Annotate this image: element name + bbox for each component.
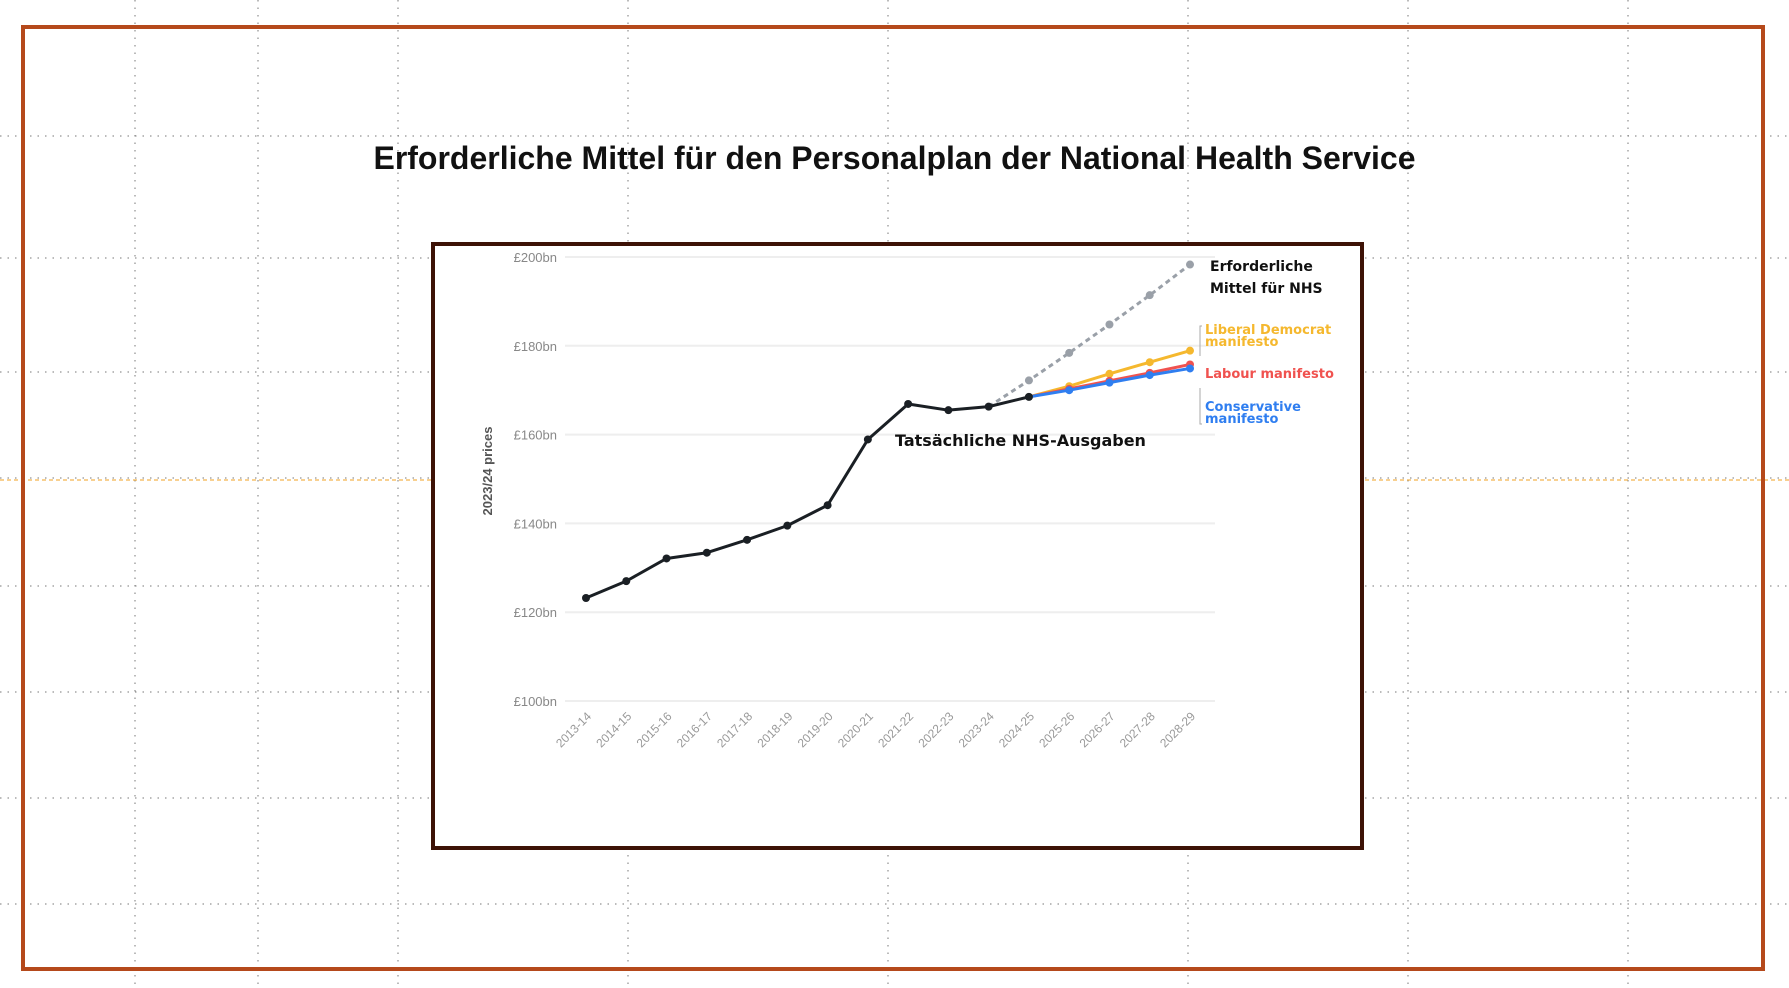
data-point-conservative xyxy=(1105,378,1114,387)
x-tick-label: 2013-14 xyxy=(553,709,594,750)
x-tick-label: 2023-24 xyxy=(956,709,997,750)
data-point-actual xyxy=(622,577,631,586)
x-tick-label: 2019-20 xyxy=(795,709,836,750)
slide-frame xyxy=(21,25,1765,971)
data-point-conservative xyxy=(1065,386,1074,395)
x-tick-label: 2026-27 xyxy=(1077,709,1118,750)
y-tick-label: £140bn xyxy=(514,516,557,531)
x-tick-label: 2027-28 xyxy=(1117,709,1158,750)
x-tick-label: 2014-15 xyxy=(593,709,634,750)
annotation-libdem: manifesto xyxy=(1205,335,1278,350)
data-point-actual xyxy=(823,501,832,510)
x-tick-label: 2022-23 xyxy=(915,709,956,750)
y-tick-label: £200bn xyxy=(514,250,557,265)
line-chart: £100bn £120bn £140bn £160bn £180bn £200bn 2023… xyxy=(480,250,1334,750)
data-point-actual xyxy=(1024,392,1033,401)
data-point-actual xyxy=(702,548,711,557)
y-axis-label: 2023/24 prices xyxy=(480,427,495,516)
series-line-actual xyxy=(585,395,1030,600)
data-point-actual xyxy=(904,399,913,408)
bracket xyxy=(1199,325,1202,356)
x-tick-label: 2015-16 xyxy=(634,709,675,750)
bracket xyxy=(1199,388,1202,425)
data-point-required xyxy=(1105,320,1114,329)
y-tick-label: £160bn xyxy=(514,428,557,443)
annotation-actual: Tatsächliche NHS-Ausgaben xyxy=(895,431,1146,450)
y-tick-label: £180bn xyxy=(514,339,557,354)
x-tick-label: 2021-22 xyxy=(875,709,916,750)
annotation-required: Mittel für NHS xyxy=(1210,281,1323,297)
annotation-conservative: Conservative xyxy=(1205,400,1301,415)
x-tick-label: 2016-17 xyxy=(674,709,715,750)
annotation-labour: Labour manifesto xyxy=(1205,367,1334,382)
y-tick-label: £100bn xyxy=(514,694,557,709)
data-point-actual xyxy=(944,406,953,415)
data-point-actual xyxy=(783,521,792,530)
x-tick-label: 2025-26 xyxy=(1036,709,1077,750)
y-tick-label: £120bn xyxy=(514,605,557,620)
x-tick-label: 2017-18 xyxy=(714,709,755,750)
chart-container: £100bn £120bn £140bn £160bn £180bn £200bn 2023… xyxy=(431,242,1364,850)
data-point-actual xyxy=(582,593,590,602)
data-point-libdem xyxy=(1105,369,1114,378)
data-point-required xyxy=(1065,348,1074,357)
x-tick-label: 2020-21 xyxy=(835,709,876,750)
annotation-conservative: manifesto xyxy=(1205,412,1278,427)
x-tick-label: 2028-29 xyxy=(1157,709,1198,750)
data-point-libdem xyxy=(1145,358,1154,367)
x-tick-label: 2018-19 xyxy=(754,709,795,750)
data-point-conservative xyxy=(1186,364,1194,373)
data-point-required xyxy=(1024,376,1033,385)
data-point-required xyxy=(1186,260,1194,269)
series-line-required xyxy=(987,263,1191,408)
x-tick-label: 2024-25 xyxy=(996,709,1037,750)
data-point-actual xyxy=(743,535,752,544)
annotation-required: Erforderliche xyxy=(1210,259,1313,275)
annotation-libdem: Liberal Democrat xyxy=(1205,323,1331,338)
data-point-required xyxy=(1145,291,1154,300)
data-point-actual xyxy=(984,402,993,411)
data-point-actual xyxy=(662,554,671,563)
data-point-conservative xyxy=(1145,371,1154,380)
slide-title: Erforderliche Mittel für den Personalpla… xyxy=(373,140,1416,176)
data-point-libdem xyxy=(1186,346,1194,355)
data-point-actual xyxy=(863,435,872,444)
